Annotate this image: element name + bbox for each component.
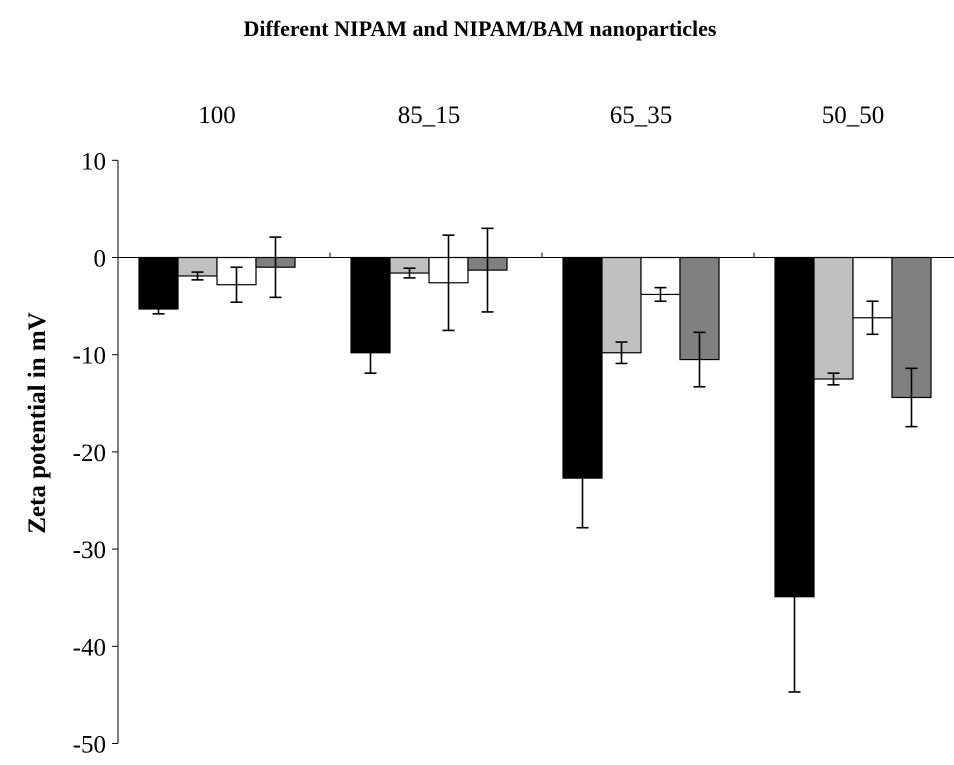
category-label: 85_15 <box>398 102 461 129</box>
category-label: 50_50 <box>822 102 885 129</box>
y-tick-label: 10 <box>81 148 106 175</box>
y-tick-label: -30 <box>73 537 106 564</box>
y-tick-label: -50 <box>73 732 106 759</box>
y-tick-label: -10 <box>73 343 106 370</box>
bar <box>138 256 179 310</box>
y-tick-label: 0 <box>94 246 107 273</box>
category-label: 65_35 <box>610 102 673 129</box>
category-label: 100 <box>198 102 236 129</box>
chart-title: Different NIPAM and NIPAM/BAM nanopartic… <box>244 16 717 41</box>
y-tick-label: -40 <box>73 634 106 661</box>
bar <box>601 256 642 354</box>
y-tick-label: -20 <box>73 440 106 467</box>
y-axis-label: Zeta potential in mV <box>24 312 51 534</box>
bar <box>813 256 854 380</box>
